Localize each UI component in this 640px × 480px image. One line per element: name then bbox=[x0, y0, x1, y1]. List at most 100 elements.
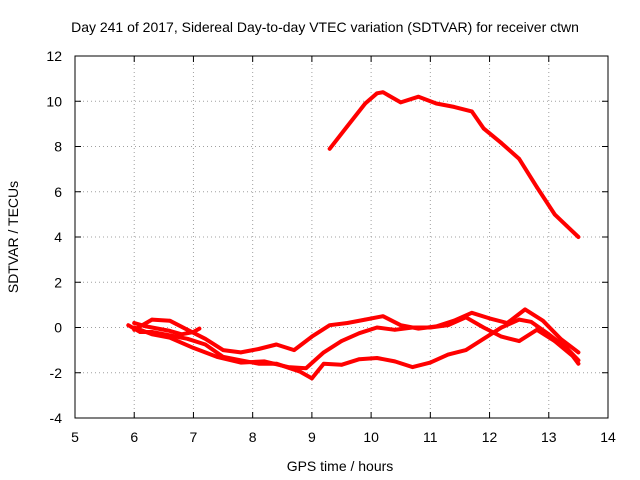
data-point bbox=[357, 357, 362, 361]
data-point bbox=[357, 331, 362, 335]
data-point bbox=[529, 320, 533, 324]
data-point bbox=[191, 346, 196, 350]
data-point bbox=[215, 355, 219, 359]
x-tick-label: 8 bbox=[249, 429, 257, 445]
data-point bbox=[535, 185, 539, 190]
data-point bbox=[185, 327, 190, 332]
data-point bbox=[221, 348, 225, 352]
y-tick-label: 8 bbox=[54, 139, 62, 155]
data-point bbox=[570, 353, 575, 358]
x-tick-label: 7 bbox=[190, 429, 198, 445]
data-point bbox=[387, 93, 391, 98]
data-point bbox=[156, 326, 160, 331]
data-point bbox=[564, 223, 569, 228]
data-point bbox=[499, 325, 504, 330]
data-point bbox=[203, 342, 208, 347]
data-point bbox=[179, 332, 184, 337]
data-point bbox=[292, 348, 296, 352]
data-point bbox=[321, 361, 326, 366]
data-point bbox=[327, 146, 332, 151]
x-axis-label: GPS time / hours bbox=[287, 458, 394, 474]
data-point bbox=[446, 352, 450, 357]
data-point bbox=[375, 91, 379, 96]
data-point bbox=[505, 321, 510, 325]
data-point bbox=[576, 235, 581, 239]
y-axis-label: SDTVAR / TECUs bbox=[5, 181, 21, 293]
data-point bbox=[327, 323, 332, 328]
x-tick-label: 5 bbox=[71, 429, 79, 445]
y-tick-label: 12 bbox=[46, 48, 62, 64]
data-point bbox=[239, 350, 243, 355]
data-point bbox=[381, 90, 385, 94]
data-point bbox=[381, 314, 385, 318]
data-point bbox=[144, 324, 148, 329]
data-point bbox=[150, 317, 154, 322]
data-point bbox=[167, 335, 172, 340]
x-tick-label: 13 bbox=[541, 429, 557, 445]
data-point bbox=[126, 323, 131, 328]
data-point bbox=[256, 347, 261, 351]
y-tick-label: -4 bbox=[50, 410, 63, 426]
data-point bbox=[517, 339, 521, 343]
data-point bbox=[487, 316, 492, 321]
data-point bbox=[167, 318, 172, 323]
data-point bbox=[304, 366, 308, 371]
data-point bbox=[469, 109, 474, 114]
data-point bbox=[517, 317, 521, 322]
data-point bbox=[185, 337, 190, 341]
data-point bbox=[321, 350, 326, 355]
data-point bbox=[239, 360, 243, 365]
data-point bbox=[398, 100, 403, 105]
data-point bbox=[481, 126, 486, 131]
x-tick-label: 14 bbox=[600, 429, 616, 445]
data-point bbox=[558, 337, 563, 341]
data-point bbox=[363, 101, 367, 106]
data-point bbox=[523, 307, 527, 312]
data-point bbox=[552, 339, 557, 343]
data-point bbox=[428, 325, 433, 330]
y-tick-label: -2 bbox=[50, 365, 63, 381]
grid bbox=[75, 56, 608, 418]
chart-title: Day 241 of 2017, Sidereal Day-to-day VTE… bbox=[71, 19, 579, 35]
data-point bbox=[481, 337, 486, 341]
data-point bbox=[150, 332, 154, 337]
data-point bbox=[576, 361, 581, 366]
data-point bbox=[499, 141, 504, 145]
series-line-arc-1 bbox=[327, 90, 581, 239]
x-tick-label: 10 bbox=[363, 429, 379, 445]
data-point bbox=[310, 376, 314, 381]
data-point bbox=[191, 330, 196, 334]
data-point bbox=[339, 363, 344, 367]
x-tick-label: 9 bbox=[308, 429, 316, 445]
data-point bbox=[203, 337, 208, 341]
x-tick-label: 12 bbox=[482, 429, 498, 445]
data-point bbox=[132, 321, 137, 325]
data-point bbox=[132, 325, 137, 330]
data-point bbox=[410, 325, 415, 330]
data-point bbox=[416, 94, 421, 99]
data-point bbox=[499, 334, 504, 339]
x-tick-label: 6 bbox=[130, 429, 138, 445]
series-line-arc-3 bbox=[132, 307, 581, 355]
data-point bbox=[410, 365, 415, 369]
data-point bbox=[197, 326, 202, 331]
data-point bbox=[552, 212, 557, 217]
data-point bbox=[375, 325, 379, 330]
data-point bbox=[428, 360, 433, 365]
axis-ticks: 5 6 7 8 9 10 11 12 13 14 -4 -2 0 2 4 6 8 10 12 bbox=[46, 48, 616, 445]
data-point bbox=[469, 310, 474, 315]
data-point bbox=[262, 359, 267, 364]
data-point bbox=[398, 323, 403, 328]
data-point bbox=[298, 369, 302, 374]
series-line-arc-2 bbox=[126, 317, 581, 381]
data-point bbox=[375, 356, 379, 360]
data-point bbox=[339, 339, 344, 343]
data-point bbox=[517, 157, 521, 161]
y-tick-label: 10 bbox=[46, 93, 62, 109]
y-tick-label: 0 bbox=[54, 320, 62, 336]
data-point bbox=[274, 342, 279, 347]
y-tick-label: 4 bbox=[54, 229, 62, 245]
y-tick-label: 2 bbox=[54, 274, 62, 290]
data-point bbox=[434, 101, 439, 106]
